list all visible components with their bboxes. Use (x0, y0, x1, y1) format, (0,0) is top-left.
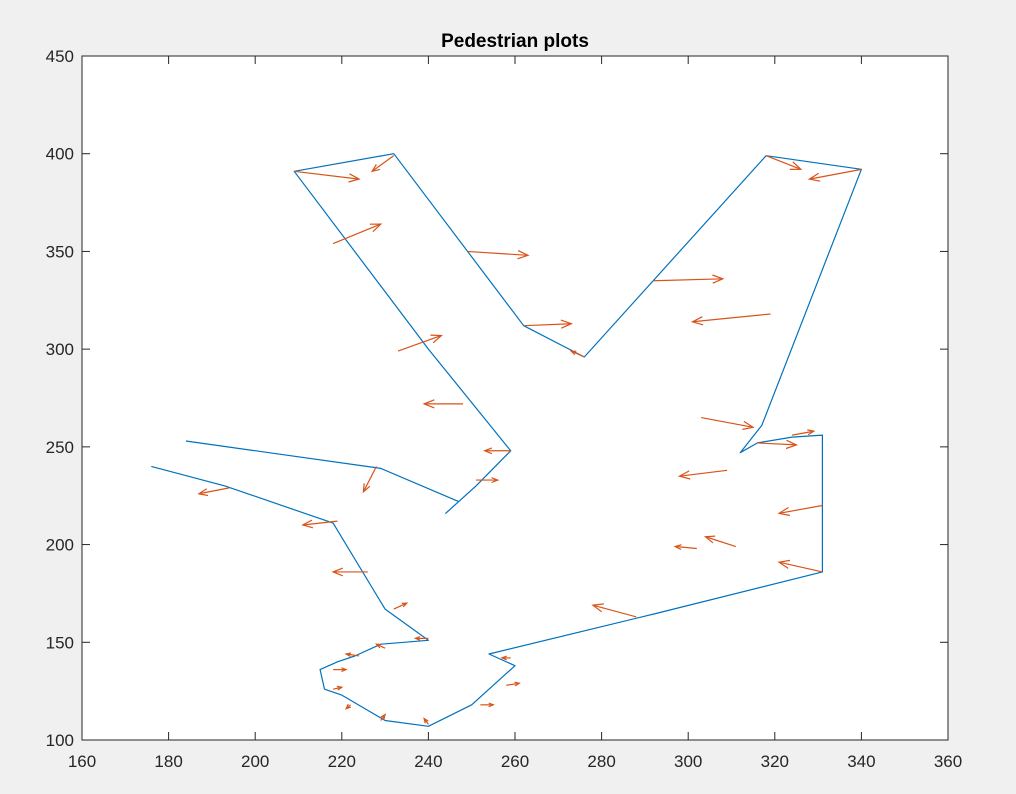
x-tick-label: 340 (847, 752, 875, 771)
velocity-arrow (380, 713, 387, 721)
x-tick-labels: 160 180 200 220 240 260 280 300 320 340 360 (68, 752, 962, 771)
x-tick-label: 180 (154, 752, 182, 771)
velocity-arrow (480, 702, 495, 708)
y-tick-label: 100 (46, 731, 74, 750)
y-tick-label: 250 (46, 438, 74, 457)
velocity-arrow (757, 439, 798, 450)
velocity-arrow (397, 334, 443, 352)
velocity-arrow (807, 168, 862, 182)
x-tick-label: 360 (934, 752, 962, 771)
velocity-arrow (294, 170, 361, 183)
x-tick-label: 320 (761, 752, 789, 771)
x-tick-label: 240 (414, 752, 442, 771)
velocity-arrow (792, 429, 816, 436)
velocity-arrow (197, 487, 230, 497)
velocity-arrow (332, 223, 383, 245)
velocity-arrow (476, 477, 500, 484)
velocity-arrow (690, 313, 771, 326)
y-tick-label: 200 (46, 536, 74, 555)
velocity-arrow (569, 350, 585, 358)
outline-series-line (151, 153, 863, 727)
x-tick-label: 280 (587, 752, 615, 771)
velocity-arrow (677, 469, 728, 480)
velocity-arrow (344, 703, 352, 710)
y-tick-label: 150 (46, 633, 74, 652)
velocity-arrow (333, 667, 348, 673)
velocity-arrow (362, 466, 377, 494)
x-tick-label: 300 (674, 752, 702, 771)
velocity-arrow (500, 655, 511, 661)
y-tick-label: 400 (46, 145, 74, 164)
velocity-arrow (523, 319, 573, 329)
velocity-arrow (413, 635, 429, 641)
velocity-arrow (591, 603, 637, 618)
plot-area (81, 55, 949, 741)
velocity-arrow (777, 559, 823, 573)
x-tick-label: 200 (241, 752, 269, 771)
velocity-arrow (370, 155, 395, 173)
velocity-arrow (653, 274, 725, 284)
velocity-arrow (344, 652, 360, 658)
y-tick-labels: 100 150 200 250 300 350 400 450 (46, 47, 74, 750)
velocity-arrow (374, 643, 386, 649)
velocity-arrow (422, 399, 464, 409)
velocity-arrow (765, 155, 803, 170)
velocity-arrow (701, 416, 755, 430)
velocity-arrow (673, 544, 697, 551)
velocity-arrow (331, 567, 368, 577)
y-tick-label: 350 (46, 242, 74, 261)
x-tick-label: 220 (328, 752, 356, 771)
velocity-arrow (467, 250, 530, 260)
y-tick-label: 450 (46, 47, 74, 66)
velocity-arrow (506, 681, 521, 687)
velocity-arrow (423, 717, 429, 725)
y-tick-label: 300 (46, 340, 74, 359)
x-tick-label: 260 (501, 752, 529, 771)
chart-title: Pedestrian plots (441, 31, 589, 52)
velocity-arrow (333, 685, 344, 691)
velocity-arrow (703, 535, 737, 548)
plot-marks (151, 153, 863, 727)
velocity-arrow (301, 519, 338, 529)
velocity-arrow (777, 504, 823, 517)
x-tick-label: 160 (68, 752, 96, 771)
velocity-arrow (483, 447, 511, 455)
velocity-arrow (393, 602, 409, 610)
axis-ticks (81, 55, 949, 741)
